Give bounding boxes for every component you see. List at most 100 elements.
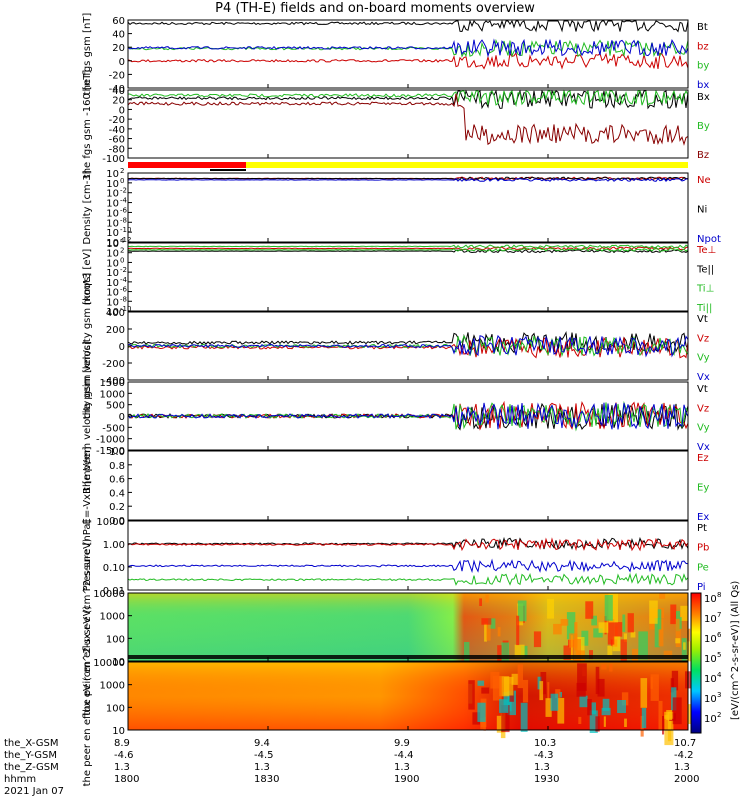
spectrogram-patch: [663, 650, 673, 659]
spectrogram-patch: [517, 600, 527, 622]
spectrogram-patch: [464, 642, 470, 662]
spectrogram-patch: [681, 638, 687, 668]
y-tick-label: -40: [109, 84, 125, 95]
y-axis-label: the peer en eflux eV (cm^2-s-sr-eV): [82, 606, 93, 787]
colorbar-tick: 10: [704, 694, 717, 705]
spectrogram-patch: [514, 644, 525, 658]
spectrogram-patch: [658, 700, 663, 731]
spectrogram-patch: [557, 698, 565, 724]
strip-segment-red: [128, 162, 246, 168]
footer-row-value: 8.9: [114, 738, 130, 749]
spectrogram-patch: [589, 650, 593, 660]
spectrogram-patch: [481, 687, 490, 694]
spectrogram-patch: [593, 628, 603, 638]
y-tick-label: 10: [106, 278, 119, 289]
y-tick-label: 0.10: [103, 563, 125, 574]
spectrogram-patch: [477, 680, 485, 686]
spectrogram-patch: [501, 705, 510, 733]
footer-row-value: 10.3: [534, 738, 557, 749]
panel-frame: [127, 172, 689, 243]
spectrogram-patch: [641, 707, 647, 729]
colorbar-tick-exp: 3: [717, 691, 721, 699]
legend-pb: Pb: [697, 543, 709, 554]
colorbar-gradient: [690, 592, 702, 734]
series-npot-line: [127, 177, 688, 182]
spectrogram-patch: [640, 678, 648, 708]
y-tick-exponent: -2: [120, 187, 127, 195]
spectrogram-patch: [591, 615, 597, 626]
spectrogram-patch: [607, 645, 613, 656]
y-tick-label: 1000: [100, 681, 125, 692]
spectrogram-patch: [631, 648, 638, 672]
spectrogram-patch: [577, 663, 587, 691]
series-pi-line: [127, 558, 689, 574]
panel-5: 400 200 0 -200 -400 the peim velocity gsm [km…: [82, 273, 710, 420]
spectrogram-patch: [658, 619, 664, 647]
legend-vz: Vz: [697, 403, 709, 414]
footer-row-value: -4.5: [254, 750, 274, 761]
y-tick-label: 1.0: [109, 447, 125, 458]
spectrogram-patch: [522, 679, 529, 703]
spectrogram-patch: [576, 682, 586, 697]
footer-row-value: -4.4: [394, 750, 414, 761]
y-tick-label: -80: [109, 144, 125, 155]
spectrogram-patch: [598, 622, 609, 633]
y-axis-label: Density [cm-3]: [82, 170, 93, 244]
y-tick-exponent: -2: [120, 266, 127, 274]
legend-ni: Ni: [697, 205, 707, 216]
legend-bz: bz: [697, 41, 709, 52]
spectrogram-patch: [649, 600, 658, 624]
y-tick-label: 10: [106, 238, 119, 249]
spectrogram-patch: [539, 681, 544, 701]
y-tick-label: 10: [106, 218, 119, 229]
y-tick-label: -100: [102, 154, 125, 165]
colorbar-tick: 10: [704, 634, 717, 645]
y-tick-label: -1500: [96, 446, 125, 457]
colorbar-tick-exp: 2: [717, 711, 721, 719]
y-axis-label: moqt3 [eV]: [82, 249, 93, 306]
y-tick-label: 0: [119, 342, 125, 353]
spectrogram-patch: [595, 716, 600, 732]
legend-te||: Te||: [696, 264, 714, 275]
y-tick-label: 60: [112, 16, 125, 27]
y-tick-exponent: 0: [120, 177, 124, 185]
spectrogram-patch: [601, 664, 607, 670]
legend-vz: Vz: [697, 333, 709, 344]
y-tick-label: 10: [106, 297, 119, 308]
spectrogram-patch: [585, 601, 594, 619]
spectrogram-patch: [581, 630, 589, 646]
y-axis-label: E=-VxB [mV/m]: [82, 446, 93, 524]
legend-by: By: [697, 121, 710, 132]
spectrogram-patch: [602, 698, 610, 711]
y-tick-label: 10: [106, 208, 119, 219]
y-tick-exponent: 2: [120, 247, 124, 255]
y-tick-exponent: -6: [120, 206, 128, 214]
footer-row-value: 1900: [394, 774, 420, 785]
footer-row-value: -4.2: [674, 750, 694, 761]
spectrogram-patch: [516, 615, 520, 646]
spectrogram-patch: [604, 595, 613, 621]
y-tick-label: 10: [106, 228, 119, 239]
series-te||-line: [127, 249, 689, 254]
spectrogram-patch: [670, 604, 677, 625]
legend-ey: Ey: [697, 483, 709, 494]
y-tick-label: -200: [102, 359, 125, 370]
y-tick-label: 10.00: [96, 517, 125, 528]
y-tick-label: 10000: [93, 589, 125, 600]
series-vy-line: [127, 334, 689, 358]
y-tick-label: -500: [102, 423, 125, 434]
y-tick-label: 0.4: [109, 488, 125, 499]
y-tick-exponent: 2: [120, 167, 124, 175]
spectrogram-patch: [638, 631, 648, 660]
legend-pt: Pt: [697, 523, 707, 534]
spectrogram-patch: [485, 594, 489, 603]
spectrogram-patch: [497, 645, 503, 673]
legend-npot: Npot: [697, 234, 721, 245]
spectrogram-patch: [477, 702, 486, 722]
spectrogram-patch: [553, 623, 562, 635]
spectrogram-patch: [623, 633, 627, 642]
mode-strip-bar: [128, 162, 688, 171]
